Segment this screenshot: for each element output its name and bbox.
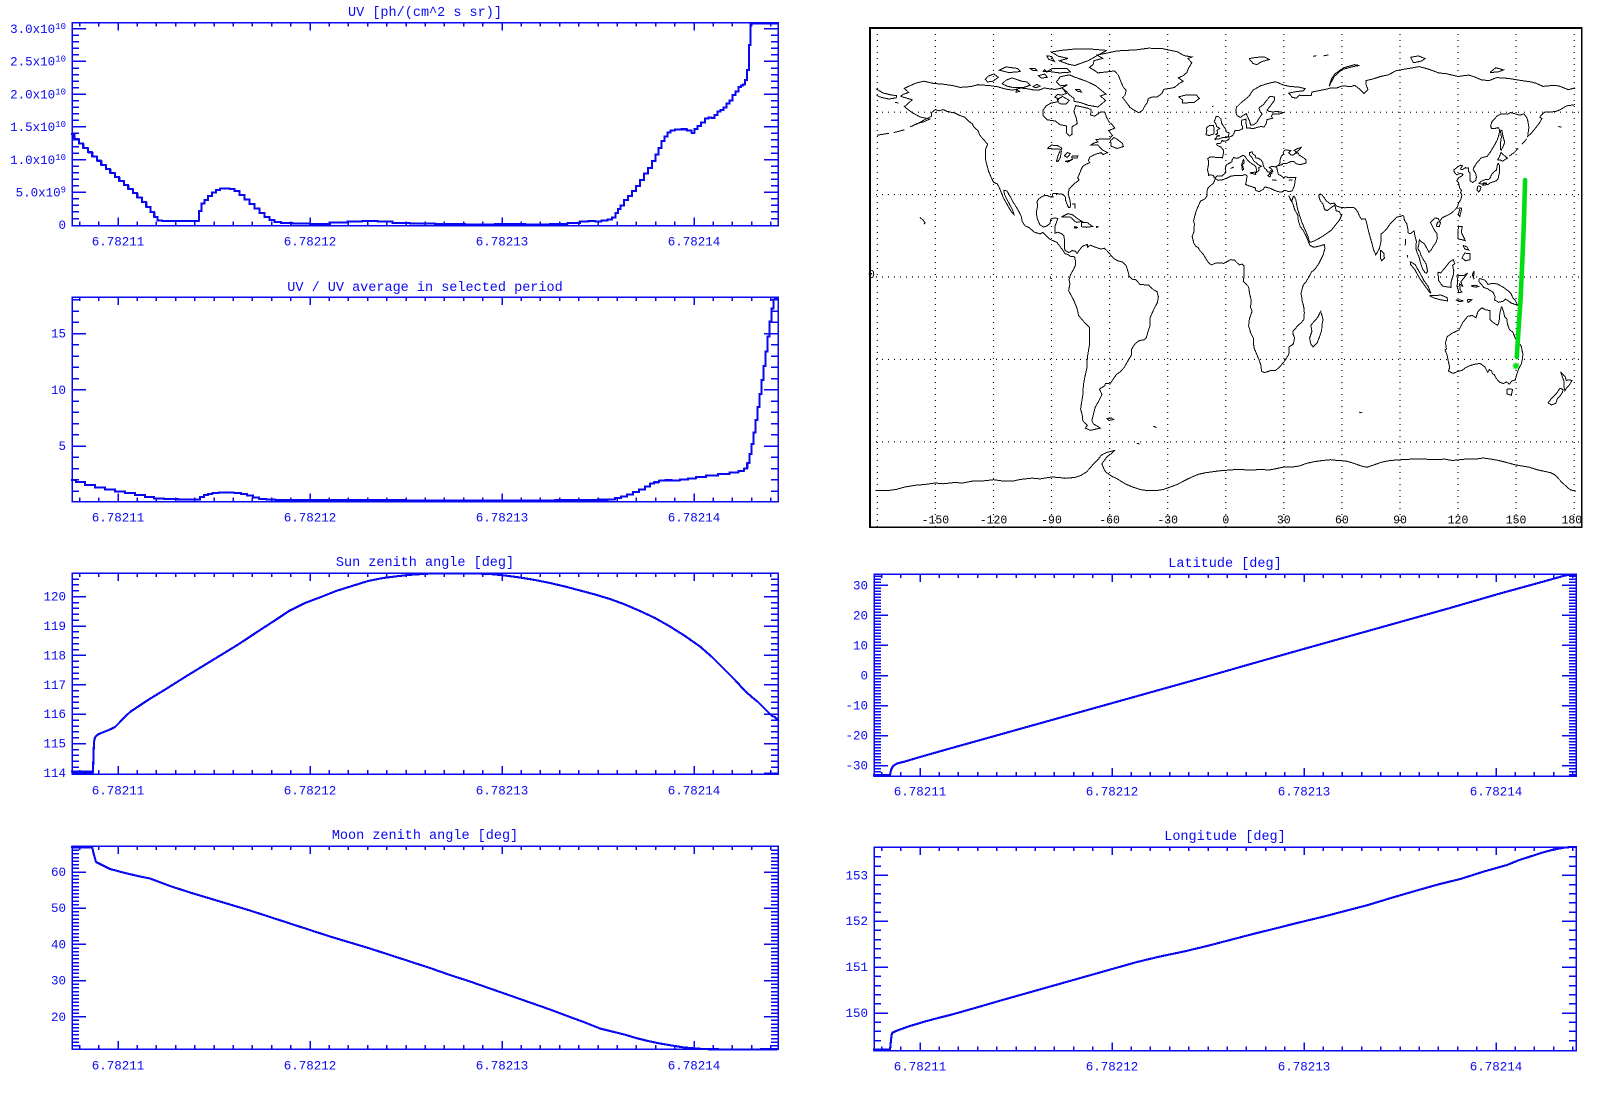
svg-text:Moon zenith angle [deg]: Moon zenith angle [deg] (332, 829, 518, 844)
svg-text:6.78212: 6.78212 (284, 1060, 337, 1074)
svg-text:120: 120 (43, 591, 66, 605)
svg-text:6.78213: 6.78213 (476, 785, 529, 799)
svg-text:-10: -10 (845, 700, 868, 714)
svg-text:114: 114 (43, 767, 66, 781)
svg-text:50: 50 (51, 902, 66, 916)
svg-text:15: 15 (51, 328, 66, 342)
svg-text:10: 10 (51, 384, 66, 398)
svg-text:UV / UV average in selected pe: UV / UV average in selected period (287, 281, 562, 296)
svg-text:151: 151 (845, 961, 868, 975)
svg-text:118: 118 (43, 649, 66, 663)
svg-text:152: 152 (845, 915, 868, 929)
svg-text:6.78211: 6.78211 (92, 512, 145, 526)
svg-text:-60: -60 (1099, 515, 1120, 528)
svg-text:3.0x1010: 3.0x1010 (10, 22, 66, 37)
svg-text:0: 0 (58, 219, 66, 233)
svg-text:6.78214: 6.78214 (668, 1060, 721, 1074)
svg-text:120: 120 (1448, 515, 1469, 528)
svg-text:Sun zenith angle [deg]: Sun zenith angle [deg] (336, 556, 514, 571)
svg-text:6.78212: 6.78212 (284, 512, 337, 526)
svg-text:6.78211: 6.78211 (92, 236, 145, 250)
svg-text:180: 180 (1561, 515, 1582, 528)
svg-text:90: 90 (1393, 515, 1407, 528)
svg-text:6.78212: 6.78212 (1086, 786, 1139, 800)
svg-text:6.78213: 6.78213 (476, 512, 529, 526)
svg-text:Longitude [deg]: Longitude [deg] (1164, 830, 1286, 845)
svg-text:6.78212: 6.78212 (284, 785, 337, 799)
svg-text:2.0x1010: 2.0x1010 (10, 87, 66, 102)
svg-text:30: 30 (51, 975, 66, 989)
svg-text:Latitude [deg]: Latitude [deg] (1168, 557, 1281, 572)
svg-text:150: 150 (845, 1007, 868, 1021)
svg-text:40: 40 (51, 938, 66, 952)
svg-text:30: 30 (1277, 515, 1291, 528)
svg-text:6.78213: 6.78213 (476, 236, 529, 250)
svg-text:117: 117 (43, 679, 66, 693)
svg-text:6.78212: 6.78212 (1086, 1061, 1139, 1075)
svg-text:0: 0 (860, 670, 868, 684)
svg-text:116: 116 (43, 708, 66, 722)
svg-text:60: 60 (51, 866, 66, 880)
svg-text:-120: -120 (980, 515, 1008, 528)
svg-text:119: 119 (43, 620, 66, 634)
svg-text:6.78214: 6.78214 (668, 236, 721, 250)
svg-text:150: 150 (1506, 515, 1527, 528)
svg-text:153: 153 (845, 869, 868, 883)
svg-text:5: 5 (58, 440, 66, 454)
svg-text:-30: -30 (845, 760, 868, 774)
svg-text:10: 10 (853, 639, 868, 653)
svg-text:6.78214: 6.78214 (1470, 786, 1523, 800)
svg-text:-20: -20 (845, 730, 868, 744)
svg-text:-30: -30 (1157, 515, 1178, 528)
svg-text:0: 0 (1222, 515, 1229, 528)
svg-text:1.5x1010: 1.5x1010 (10, 120, 66, 135)
svg-text:20: 20 (853, 609, 868, 623)
svg-text:UV [ph/(cm^2 s sr)]: UV [ph/(cm^2 s sr)] (348, 6, 502, 21)
svg-text:6.78211: 6.78211 (92, 1060, 145, 1074)
svg-text:2.5x1010: 2.5x1010 (10, 55, 66, 70)
svg-text:6.78214: 6.78214 (668, 785, 721, 799)
svg-text:30: 30 (853, 579, 868, 593)
svg-text:60: 60 (1335, 515, 1349, 528)
svg-text:6.78213: 6.78213 (1278, 1061, 1331, 1075)
svg-text:6.78211: 6.78211 (92, 785, 145, 799)
svg-text:-90: -90 (1041, 515, 1062, 528)
svg-text:0: 0 (868, 269, 875, 282)
svg-text:6.78211: 6.78211 (894, 1061, 947, 1075)
svg-text:-150: -150 (922, 515, 950, 528)
svg-text:5.0x109: 5.0x109 (16, 186, 66, 201)
svg-text:115: 115 (43, 738, 66, 752)
svg-text:1.0x1010: 1.0x1010 (10, 153, 66, 168)
svg-text:6.78213: 6.78213 (476, 1060, 529, 1074)
svg-text:6.78213: 6.78213 (1278, 786, 1331, 800)
svg-text:20: 20 (51, 1011, 66, 1025)
svg-text:6.78212: 6.78212 (284, 236, 337, 250)
svg-text:6.78214: 6.78214 (668, 512, 721, 526)
svg-text:6.78214: 6.78214 (1470, 1061, 1523, 1075)
svg-text:6.78211: 6.78211 (894, 786, 947, 800)
